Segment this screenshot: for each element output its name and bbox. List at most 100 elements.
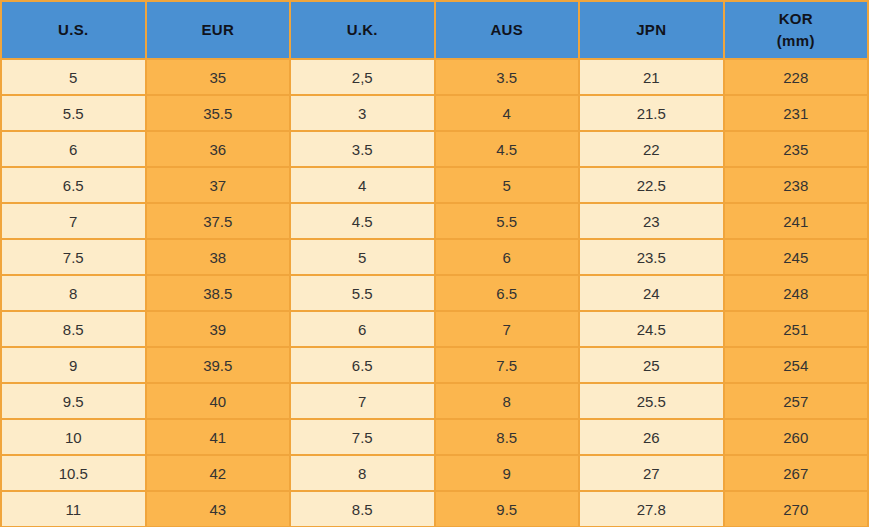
table-row: 7.5 38 5 6 23.5 245 xyxy=(1,239,868,275)
table-cell: 37 xyxy=(146,167,291,203)
table-cell: 248 xyxy=(724,275,869,311)
table-cell: 254 xyxy=(724,347,869,383)
shoe-size-conversion-table: U.S. EUR U.K. AUS JPN KOR (mm) 5 35 2,5 … xyxy=(0,0,869,527)
table-row: 10.5 42 8 9 27 267 xyxy=(1,455,868,491)
column-header-kor: KOR (mm) xyxy=(724,1,869,59)
table-cell: 35 xyxy=(146,59,291,95)
table-cell: 38.5 xyxy=(146,275,291,311)
table-cell: 37.5 xyxy=(146,203,291,239)
table-cell: 6 xyxy=(290,311,435,347)
table-cell: 8.5 xyxy=(435,419,580,455)
table-cell: 5.5 xyxy=(1,95,146,131)
table-cell: 38 xyxy=(146,239,291,275)
table-cell: 9 xyxy=(435,455,580,491)
table-cell: 4 xyxy=(435,95,580,131)
table-cell: 6.5 xyxy=(290,347,435,383)
table-cell: 5.5 xyxy=(290,275,435,311)
column-header-aus: AUS xyxy=(435,1,580,59)
table-row: 8 38.5 5.5 6.5 24 248 xyxy=(1,275,868,311)
table-cell: 22.5 xyxy=(579,167,724,203)
table-cell: 228 xyxy=(724,59,869,95)
table-cell: 36 xyxy=(146,131,291,167)
table-cell: 8 xyxy=(290,455,435,491)
table-row: 9.5 40 7 8 25.5 257 xyxy=(1,383,868,419)
table-cell: 27 xyxy=(579,455,724,491)
table-cell: 23 xyxy=(579,203,724,239)
table-cell: 21 xyxy=(579,59,724,95)
table-row: 5 35 2,5 3.5 21 228 xyxy=(1,59,868,95)
table-cell: 8.5 xyxy=(1,311,146,347)
table-cell: 39 xyxy=(146,311,291,347)
table-row: 10 41 7.5 8.5 26 260 xyxy=(1,419,868,455)
table-row: 5.5 35.5 3 4 21.5 231 xyxy=(1,95,868,131)
table-cell: 9.5 xyxy=(1,383,146,419)
table-cell: 6.5 xyxy=(1,167,146,203)
table-cell: 8 xyxy=(435,383,580,419)
table-cell: 245 xyxy=(724,239,869,275)
table-cell: 7 xyxy=(435,311,580,347)
table-cell: 260 xyxy=(724,419,869,455)
table-row: 6.5 37 4 5 22.5 238 xyxy=(1,167,868,203)
table-cell: 43 xyxy=(146,491,291,527)
table-cell: 9 xyxy=(1,347,146,383)
table-cell: 27.8 xyxy=(579,491,724,527)
table-cell: 21.5 xyxy=(579,95,724,131)
table-cell: 5 xyxy=(435,167,580,203)
table-cell: 4 xyxy=(290,167,435,203)
column-header-uk: U.K. xyxy=(290,1,435,59)
table-cell: 257 xyxy=(724,383,869,419)
table-cell: 24.5 xyxy=(579,311,724,347)
table-cell: 25 xyxy=(579,347,724,383)
column-header-jpn: JPN xyxy=(579,1,724,59)
header-row: U.S. EUR U.K. AUS JPN KOR (mm) xyxy=(1,1,868,59)
table-cell: 10.5 xyxy=(1,455,146,491)
table-cell: 7.5 xyxy=(1,239,146,275)
table-cell: 4.5 xyxy=(290,203,435,239)
table-cell: 4.5 xyxy=(435,131,580,167)
table-cell: 5.5 xyxy=(435,203,580,239)
table-cell: 7 xyxy=(290,383,435,419)
table-cell: 7 xyxy=(1,203,146,239)
column-header-eur: EUR xyxy=(146,1,291,59)
table-cell: 24 xyxy=(579,275,724,311)
table-cell: 3 xyxy=(290,95,435,131)
table-row: 9 39.5 6.5 7.5 25 254 xyxy=(1,347,868,383)
table-cell: 8.5 xyxy=(290,491,435,527)
table-cell: 3.5 xyxy=(290,131,435,167)
table-cell: 10 xyxy=(1,419,146,455)
table-cell: 7.5 xyxy=(435,347,580,383)
table-cell: 35.5 xyxy=(146,95,291,131)
table-cell: 241 xyxy=(724,203,869,239)
table-row: 7 37.5 4.5 5.5 23 241 xyxy=(1,203,868,239)
table-cell: 238 xyxy=(724,167,869,203)
table-cell: 3.5 xyxy=(435,59,580,95)
table-cell: 7.5 xyxy=(290,419,435,455)
table-cell: 5 xyxy=(1,59,146,95)
table-row: 6 36 3.5 4.5 22 235 xyxy=(1,131,868,167)
table-cell: 2,5 xyxy=(290,59,435,95)
table-cell: 6 xyxy=(435,239,580,275)
table-cell: 26 xyxy=(579,419,724,455)
table-cell: 270 xyxy=(724,491,869,527)
table-cell: 267 xyxy=(724,455,869,491)
table-cell: 251 xyxy=(724,311,869,347)
column-header-us: U.S. xyxy=(1,1,146,59)
table-cell: 231 xyxy=(724,95,869,131)
table-row: 11 43 8.5 9.5 27.8 270 xyxy=(1,491,868,527)
table-cell: 41 xyxy=(146,419,291,455)
table-cell: 39.5 xyxy=(146,347,291,383)
table-cell: 5 xyxy=(290,239,435,275)
table-cell: 8 xyxy=(1,275,146,311)
table-row: 8.5 39 6 7 24.5 251 xyxy=(1,311,868,347)
table-cell: 11 xyxy=(1,491,146,527)
table-cell: 6.5 xyxy=(435,275,580,311)
table-header: U.S. EUR U.K. AUS JPN KOR (mm) xyxy=(1,1,868,59)
table-cell: 235 xyxy=(724,131,869,167)
table-cell: 42 xyxy=(146,455,291,491)
table-cell: 23.5 xyxy=(579,239,724,275)
table-cell: 22 xyxy=(579,131,724,167)
table-body: 5 35 2,5 3.5 21 228 5.5 35.5 3 4 21.5 23… xyxy=(1,59,868,527)
table-cell: 6 xyxy=(1,131,146,167)
table-cell: 25.5 xyxy=(579,383,724,419)
table-cell: 9.5 xyxy=(435,491,580,527)
